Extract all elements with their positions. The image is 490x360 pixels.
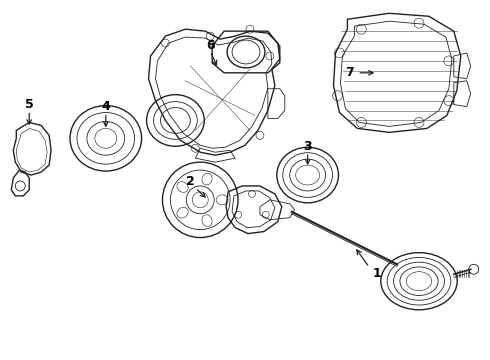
Text: 1: 1 [373, 267, 382, 280]
Text: 3: 3 [303, 140, 312, 153]
Text: 6: 6 [206, 39, 215, 51]
Text: 7: 7 [345, 66, 354, 79]
Text: 4: 4 [101, 100, 110, 113]
Text: 5: 5 [25, 98, 34, 111]
Text: 2: 2 [186, 175, 195, 189]
